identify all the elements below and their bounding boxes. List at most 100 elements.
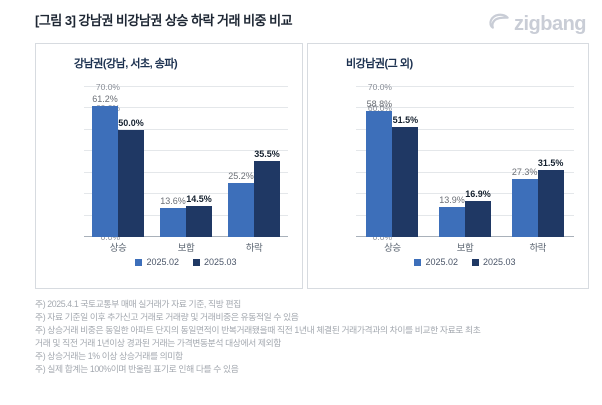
chart-title-gangnam: 강남권(강남, 서초, 송파) [74,58,178,70]
gridline [84,193,288,195]
gridline [356,150,574,152]
legend-label: 2025.02 [425,257,458,267]
bar-fill [537,169,564,237]
bar-group-3: 25.2% 35.5% [220,87,288,237]
bar-group-1: 58.8% 51.5% [356,87,429,237]
bar-value-label: 31.5% [537,157,564,168]
bar-fill [186,205,212,237]
zigbang-swoosh-icon [488,12,510,37]
figure-header: [그림 3] 강남권 비강남권 상승 하락 거래 비중 비교 zigbang [0,0,602,37]
bar-group-3: 27.3% 31.5% [501,87,574,237]
bar-fill [439,207,465,237]
bar-2025.02-상승: 61.2% [92,94,118,237]
bar-fill [160,207,186,237]
footnotes: 주) 2025.4.1 국토교통부 매매 실거래가 자료 기준, 직방 편집 주)… [35,298,582,376]
bar-2025.03-보합: 16.9% [465,189,491,237]
gridline [356,171,574,173]
legend-swatch-icon [193,258,200,266]
legend-label: 2025.03 [204,257,237,267]
y-axis-tick-label: 70.0% [367,82,392,92]
bar-value-label: 51.5% [392,114,419,125]
zigbang-logo-text: zigbang [513,13,587,35]
bar-groups: 58.8% 51.5% 13.9% 16.9% 27.3% 31.5% [356,87,574,237]
legend-item-2025.03: 2025.03 [193,257,237,267]
bar-fill [254,160,280,237]
bar-fill [228,183,254,237]
bar-group-2: 13.9% 16.9% [429,87,502,237]
y-axis-tick-label: 70.0% [95,82,120,92]
footnote-line: 거래 및 직전 거래 1년이상 경과된 거래는 가격변동분석 대상에서 제외함 [35,338,281,348]
bar-chart-non-gangnam: 0.0%10.0%20.0%30.0%40.0%50.0%60.0%70.0%5… [316,77,580,273]
x-axis-category-label: 하락 [245,243,263,254]
legend-label: 2025.02 [146,257,179,267]
chart-panel-non-gangnam: 비강남권(그 외) 0.0%10.0%20.0%30.0%40.0%50.0%6… [307,43,589,289]
bar-2025.03-하락: 31.5% [537,158,564,237]
gridline [84,171,288,173]
bar-groups: 61.2% 50.0% 13.6% 14.5% 25.2% 35.5% [84,87,288,237]
legend-item-2025.03: 2025.03 [472,257,516,267]
legend-item-2025.02: 2025.02 [414,257,458,267]
y-axis-tick-label: 0.0% [100,232,120,242]
bar-value-label: 50.0% [118,117,144,128]
plot-area: 0.0%10.0%20.0%30.0%40.0%50.0%60.0%70.0%5… [356,82,574,242]
bar-2025.02-하락: 25.2% [228,171,254,237]
bar-group-1: 61.2% 50.0% [84,87,152,237]
bar-fill [465,200,491,237]
gridline [356,86,574,87]
legend-item-2025.02: 2025.02 [135,257,179,267]
bar-chart-gangnam: 0.0%10.0%20.0%30.0%40.0%50.0%60.0%70.0%6… [44,77,294,273]
x-axis-category-label: 보합 [177,243,195,254]
x-axis-category-label: 상승 [384,243,401,254]
bar-value-label: 13.9% [439,195,465,206]
bar-value-label: 27.3% [511,166,538,177]
footnote-line: 주) 실제 합계는 100%이며 반올림 표기로 인해 다를 수 있음 [35,364,239,374]
legend-swatch-icon [472,258,479,266]
bar-2025.03-보합: 14.5% [186,194,212,237]
bar-fill [118,129,144,237]
bar-2025.03-상승: 51.5% [392,115,419,237]
footnote-line: 주) 상승거래는 1% 이상 상승거래를 의미함 [35,351,183,361]
figure-title: [그림 3] 강남권 비강남권 상승 하락 거래 비중 비교 [35,13,293,28]
plot-area: 0.0%10.0%20.0%30.0%40.0%50.0%60.0%70.0%6… [84,82,288,242]
bar-2025.02-하락: 27.3% [511,167,538,237]
gridline [84,86,288,87]
footnote-line: 주) 자료 기준일 이후 추가신고 거래로 거래량 및 거래비중은 유동적일 수… [35,312,299,322]
bar-2025.02-상승: 58.8% [366,99,393,237]
bar-fill [392,126,419,237]
x-axis-labels: 상승 보합 하락 [356,240,574,254]
bar-value-label: 61.2% [92,93,118,104]
bar-group-2: 13.6% 14.5% [152,87,220,237]
bar-2025.02-보합: 13.6% [160,196,186,237]
gridline [356,107,574,109]
x-axis-category-label: 상승 [109,243,127,254]
bar-value-label: 35.5% [254,148,280,159]
x-axis-labels: 상승 보합 하락 [84,240,288,254]
bar-value-label: 25.2% [228,171,254,181]
gridline [356,128,574,130]
legend: 2025.02 2025.03 [84,257,288,267]
bar-value-label: 14.5% [186,193,212,204]
bar-2025.03-하락: 35.5% [254,149,280,237]
x-axis-category-label: 보합 [456,243,474,254]
gridline [84,128,288,130]
bar-fill [511,178,538,237]
bar-value-label: 58.8% [366,99,393,109]
legend: 2025.02 2025.03 [356,257,574,267]
bar-2025.03-상승: 50.0% [118,118,144,237]
legend-swatch-icon [135,258,143,266]
bar-fill [92,105,118,237]
footnote-line: 주) 상승거래 비중은 동일한 아파트 단지의 동일면적이 반복거래됐을때 직전… [35,325,481,335]
x-axis-category-label: 하락 [529,243,546,254]
bar-fill [366,111,393,237]
bar-value-label: 13.6% [160,195,186,206]
gridline [84,107,288,109]
gridline [84,150,288,152]
charts-row: 강남권(강남, 서초, 송파) 0.0%10.0%20.0%30.0%40.0%… [35,43,589,289]
zigbang-logo: zigbang [488,12,587,37]
bar-2025.02-보합: 13.9% [439,195,465,237]
y-axis-tick-label: 0.0% [372,232,392,242]
legend-swatch-icon [414,258,422,266]
chart-panel-gangnam: 강남권(강남, 서초, 송파) 0.0%10.0%20.0%30.0%40.0%… [35,43,303,289]
bar-value-label: 16.9% [465,188,491,199]
